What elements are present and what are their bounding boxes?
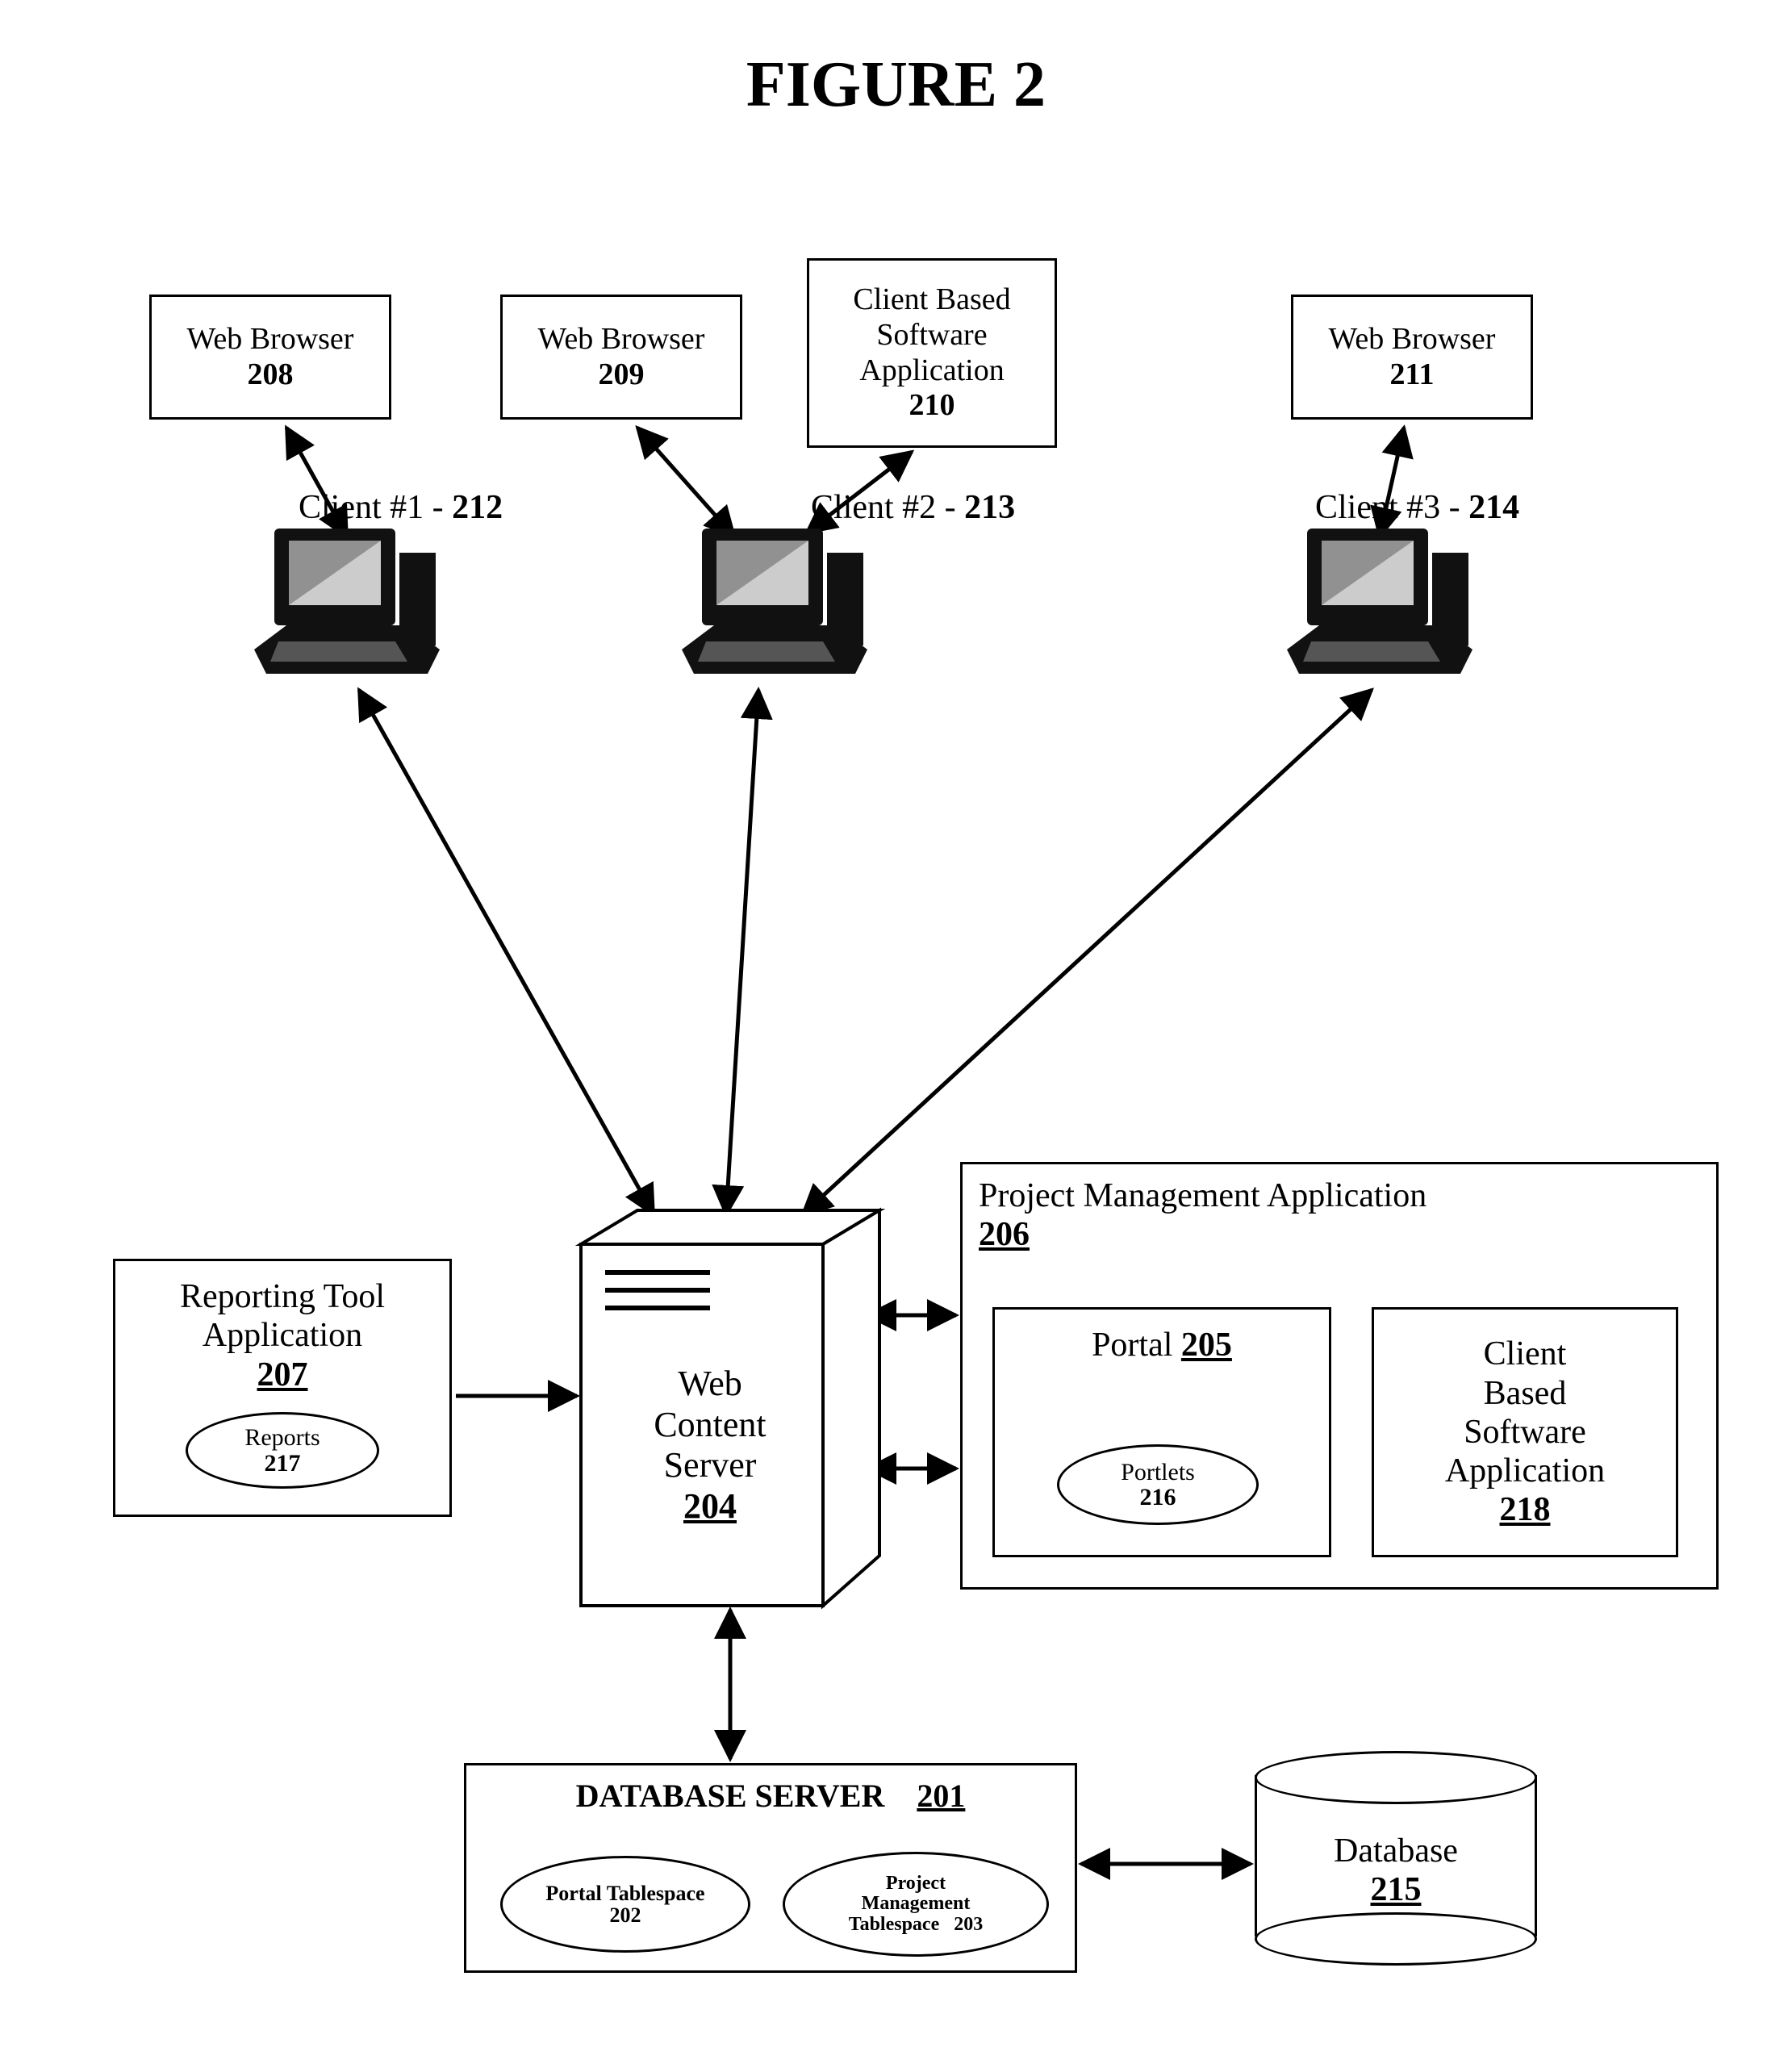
client-3-text: Client #3 -	[1315, 489, 1460, 526]
database-label: Database	[1255, 1832, 1537, 1870]
reports-label: Reports	[244, 1425, 320, 1451]
reports-ref: 217	[265, 1451, 301, 1477]
reports-ellipse: Reports 217	[186, 1412, 379, 1489]
web-browser-208-label: Web Browser	[187, 322, 354, 357]
client-3-ref: 214	[1468, 489, 1519, 526]
web-browser-211-ref: 211	[1390, 357, 1435, 393]
web-browser-211-box: Web Browser 211	[1291, 295, 1533, 420]
client-based-app-218-box: Client Based Software Application 218	[1372, 1307, 1678, 1557]
client-1-text: Client #1 -	[299, 489, 444, 526]
web-browser-209-ref: 209	[599, 357, 645, 393]
cbsa210-l3: Application	[859, 353, 1004, 389]
server-l2: Content	[605, 1405, 815, 1446]
portalts-ref: 202	[610, 1904, 641, 1926]
server-l3: Server	[605, 1445, 815, 1486]
database-ref: 215	[1255, 1870, 1537, 1909]
client-2-ref: 213	[964, 489, 1015, 526]
cbsa218-l4: Application	[1445, 1452, 1605, 1490]
reporting-tool-ref: 207	[257, 1356, 308, 1394]
client-1-ref: 212	[452, 489, 503, 526]
portal-tablespace-ellipse: Portal Tablespace 202	[500, 1856, 750, 1953]
server-ref: 204	[605, 1486, 815, 1527]
pm-tablespace-ellipse: Project Management Tablespace 203	[783, 1852, 1049, 1957]
web-browser-209-label: Web Browser	[538, 322, 705, 357]
cbsa210-ref: 210	[909, 388, 955, 424]
portlets-label: Portlets	[1121, 1460, 1195, 1485]
pma-title: Project Management Application	[979, 1177, 1426, 1214]
web-content-server-label: Web Content Server 204	[605, 1364, 815, 1527]
web-browser-208-ref: 208	[248, 357, 294, 393]
reporting-tool-title: Reporting Tool Application	[132, 1277, 433, 1356]
figure-title: FIGURE 2	[0, 48, 1792, 122]
cbsa218-l2: Based	[1484, 1374, 1567, 1413]
dbserver-ref: 201	[917, 1778, 965, 1814]
client-based-app-210-box: Client Based Software Application 210	[807, 258, 1057, 448]
portalts-l1: Portal Tablespace	[545, 1882, 704, 1904]
portal-ref: 205	[1181, 1327, 1232, 1364]
pmts-l1: Project	[886, 1874, 946, 1894]
client-2-text: Client #2 -	[811, 489, 956, 526]
client-2-label: Client #2 - 213	[811, 488, 1015, 527]
web-browser-208-box: Web Browser 208	[149, 295, 391, 420]
client-1-label: Client #1 - 212	[299, 488, 503, 527]
cbsa218-l3: Software	[1464, 1413, 1586, 1452]
dbserver-title: DATABASE SERVER	[576, 1778, 885, 1814]
cbsa218-ref: 218	[1500, 1490, 1551, 1529]
database-cylinder: Database 215	[1255, 1751, 1537, 1961]
cbsa218-l1: Client	[1484, 1335, 1567, 1373]
pma-ref: 206	[979, 1215, 1030, 1254]
portlets-ellipse: Portlets 216	[1057, 1444, 1259, 1525]
portal-title: Portal	[1092, 1327, 1172, 1364]
pmts-l3: Tablespace	[849, 1914, 939, 1935]
portlets-ref: 216	[1140, 1485, 1176, 1510]
cbsa210-l1: Client Based	[853, 282, 1010, 318]
pmts-ref: 203	[954, 1914, 983, 1935]
client-3-label: Client #3 - 214	[1315, 488, 1519, 527]
cbsa210-l2: Software	[876, 318, 987, 353]
web-browser-209-box: Web Browser 209	[500, 295, 742, 420]
pmts-l2: Management	[862, 1894, 971, 1914]
web-browser-211-label: Web Browser	[1329, 322, 1496, 357]
server-l1: Web	[605, 1364, 815, 1405]
